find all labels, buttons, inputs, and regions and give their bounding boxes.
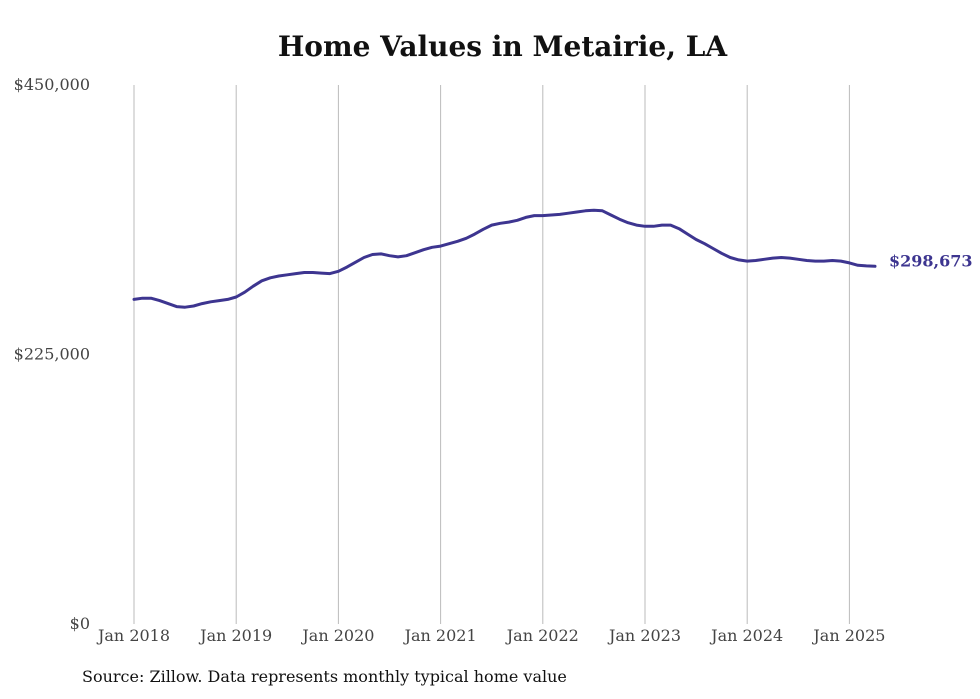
y-tick-label: $0 [70, 614, 90, 633]
x-gridlines [133, 85, 850, 624]
series-line [132, 208, 877, 309]
x-tick-label: Jan 2021 [403, 626, 477, 645]
x-tick-label: Jan 2022 [505, 626, 579, 645]
x-tick-label: Jan 2020 [300, 626, 374, 645]
x-tick-label: Jan 2023 [607, 626, 681, 645]
chart-title: Home Values in Metairie, LA [277, 30, 728, 63]
source-note: Source: Zillow. Data represents monthly … [82, 667, 567, 686]
x-tick-label: Jan 2018 [96, 626, 170, 645]
x-tick-label: Jan 2024 [709, 626, 783, 645]
x-tick-label: Jan 2019 [198, 626, 272, 645]
y-tick-label: $450,000 [14, 75, 90, 94]
end-value-label: $298,673 [889, 251, 973, 270]
x-tick-label: Jan 2025 [811, 626, 885, 645]
x-axis-tick-labels: Jan 2018 Jan 2019 Jan 2020 Jan 2021 Jan 2022… [96, 626, 885, 645]
y-tick-label: $225,000 [14, 345, 90, 364]
y-axis-tick-labels: $0 $225,000 $450,000 [14, 75, 90, 633]
series-group: $298,673 [132, 208, 973, 309]
